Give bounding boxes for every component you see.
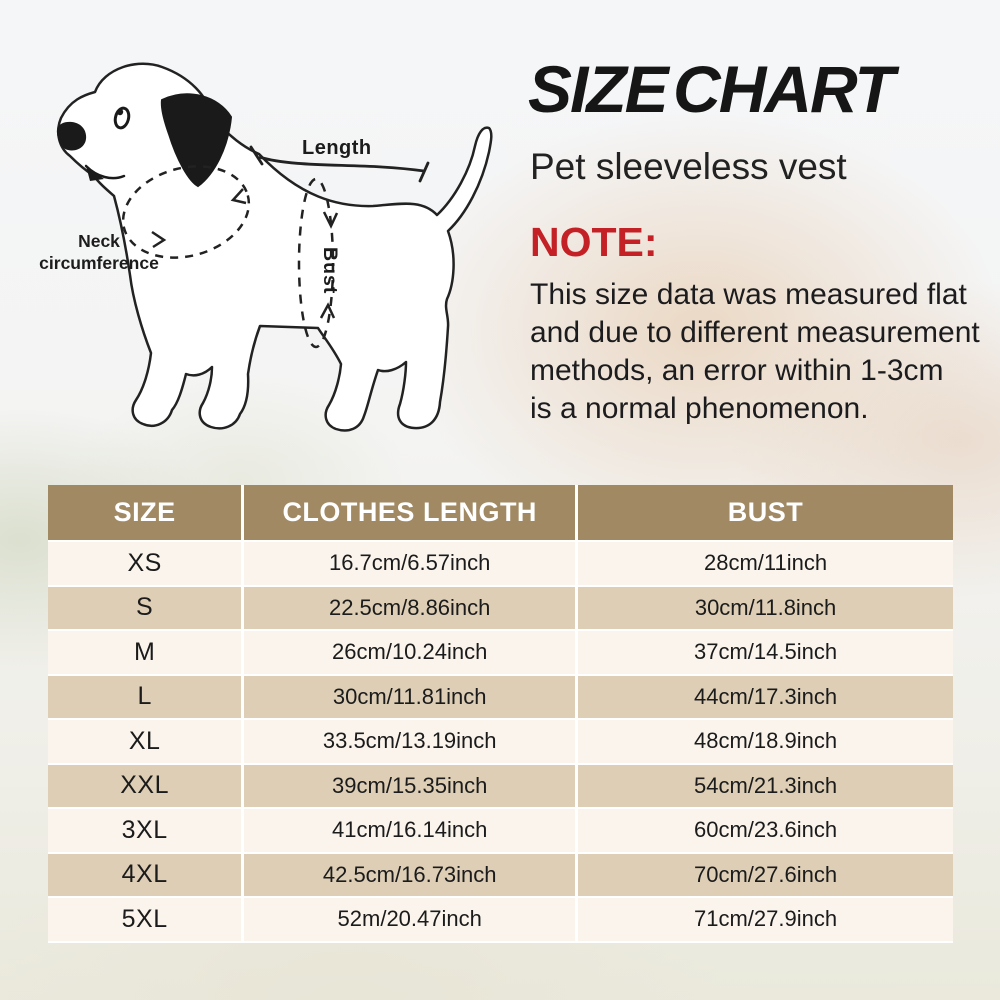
length-arrow-start-tick <box>249 145 264 166</box>
bust-cell: 37cm/14.5inch <box>575 631 953 674</box>
size-cell: XL <box>128 726 161 755</box>
clothes-length-cell: 52m/20.47inch <box>241 898 575 941</box>
table-row: 3XL 41cm/16.14inch 60cm/23.6inch <box>48 809 953 854</box>
clothes-length-cell: 41cm/16.14inch <box>241 809 575 852</box>
clothes-length-cell: 22.5cm/8.86inch <box>241 586 575 629</box>
size-cell: M <box>133 637 156 666</box>
bust-cell: 44cm/17.3inch <box>575 675 953 718</box>
length-arrow <box>258 155 425 173</box>
bust-ellipse <box>297 177 335 349</box>
size-cell: 3XL <box>121 815 168 844</box>
size-cell: 4XL <box>121 860 168 889</box>
bust-cell: 54cm/21.3inch <box>575 764 953 807</box>
neck-circumference-ellipse <box>121 165 251 259</box>
clothes-length-cell: 16.7cm/6.57inch <box>241 542 575 585</box>
column-header-clothes-length: CLOTHES LENGTH <box>241 485 575 540</box>
clothes-length-cell: 42.5cm/16.73inch <box>241 853 575 896</box>
bust-cell: 30cm/11.8inch <box>575 586 953 629</box>
clothes-length-cell: 33.5cm/13.19inch <box>241 720 575 763</box>
page-subtitle: Pet sleeveless vest <box>530 146 847 187</box>
note-text: This size data was measured flat and due… <box>530 276 980 428</box>
column-header-size: SIZE <box>113 497 176 527</box>
dog-nose <box>56 121 87 151</box>
table-row: 5XL 52m/20.47inch 71cm/27.9inch <box>48 898 953 943</box>
size-cell: XXL <box>120 771 170 800</box>
table-row: L 30cm/11.81inch 44cm/17.3inch <box>48 675 953 720</box>
bust-cell: 28cm/11inch <box>575 542 953 585</box>
dog-mouth-corner <box>86 166 104 181</box>
table-row: XXL 39cm/15.35inch 54cm/21.3inch <box>48 764 953 809</box>
clothes-length-cell: 30cm/11.81inch <box>241 675 575 718</box>
note-heading: NOTE: <box>530 219 658 265</box>
dog-pupil <box>116 108 124 116</box>
column-header-bust: BUST <box>575 485 953 540</box>
neck-arrowhead-top <box>230 188 247 205</box>
neck-label-line1: Neck <box>78 231 120 251</box>
size-table: SIZE CLOTHES LENGTH BUST XS 16.7cm/6.57i… <box>48 485 953 943</box>
table-row: M 26cm/10.24inch 37cm/14.5inch <box>48 631 953 676</box>
size-cell: XS <box>127 548 162 577</box>
size-cell: S <box>136 593 154 622</box>
clothes-length-cell: 39cm/15.35inch <box>241 764 575 807</box>
table-row: XL 33.5cm/13.19inch 48cm/18.9inch <box>48 720 953 765</box>
neck-arrowhead-bottom <box>151 230 167 249</box>
bust-label: Bust <box>319 247 341 295</box>
table-header-row: SIZE CLOTHES LENGTH BUST <box>48 485 953 542</box>
length-arrow-end-tick <box>418 161 430 183</box>
bust-cell: 60cm/23.6inch <box>575 809 953 852</box>
bust-cell: 70cm/27.6inch <box>575 853 953 896</box>
note-line: and due to different measurement <box>530 316 980 349</box>
size-cell: L <box>137 682 152 711</box>
dog-ear <box>160 93 233 188</box>
note-line: methods, an error within 1-3cm <box>530 354 944 387</box>
page-title: SIZE CHART <box>528 52 895 126</box>
bust-arrowhead-top <box>322 211 339 229</box>
neck-circumference-label: Neck circumference <box>18 230 180 274</box>
bust-arrowhead-bottom <box>319 302 336 319</box>
dog-body-outline <box>57 62 493 432</box>
clothes-length-cell: 26cm/10.24inch <box>241 631 575 674</box>
bust-cell: 71cm/27.9inch <box>575 898 953 941</box>
dog-measurement-diagram: Length Neck circumference Bust <box>0 0 520 470</box>
dog-illustration <box>56 62 493 432</box>
bust-cell: 48cm/18.9inch <box>575 720 953 763</box>
length-label: Length <box>302 137 372 159</box>
neck-label-line2: circumference <box>39 253 159 273</box>
note-line: is a normal phenomenon. <box>530 392 869 425</box>
table-row: S 22.5cm/8.86inch 30cm/11.8inch <box>48 586 953 631</box>
table-row: XS 16.7cm/6.57inch 28cm/11inch <box>48 542 953 587</box>
size-cell: 5XL <box>121 904 168 933</box>
note-line: This size data was measured flat <box>530 278 967 311</box>
table-row: 4XL 42.5cm/16.73inch 70cm/27.6inch <box>48 853 953 898</box>
